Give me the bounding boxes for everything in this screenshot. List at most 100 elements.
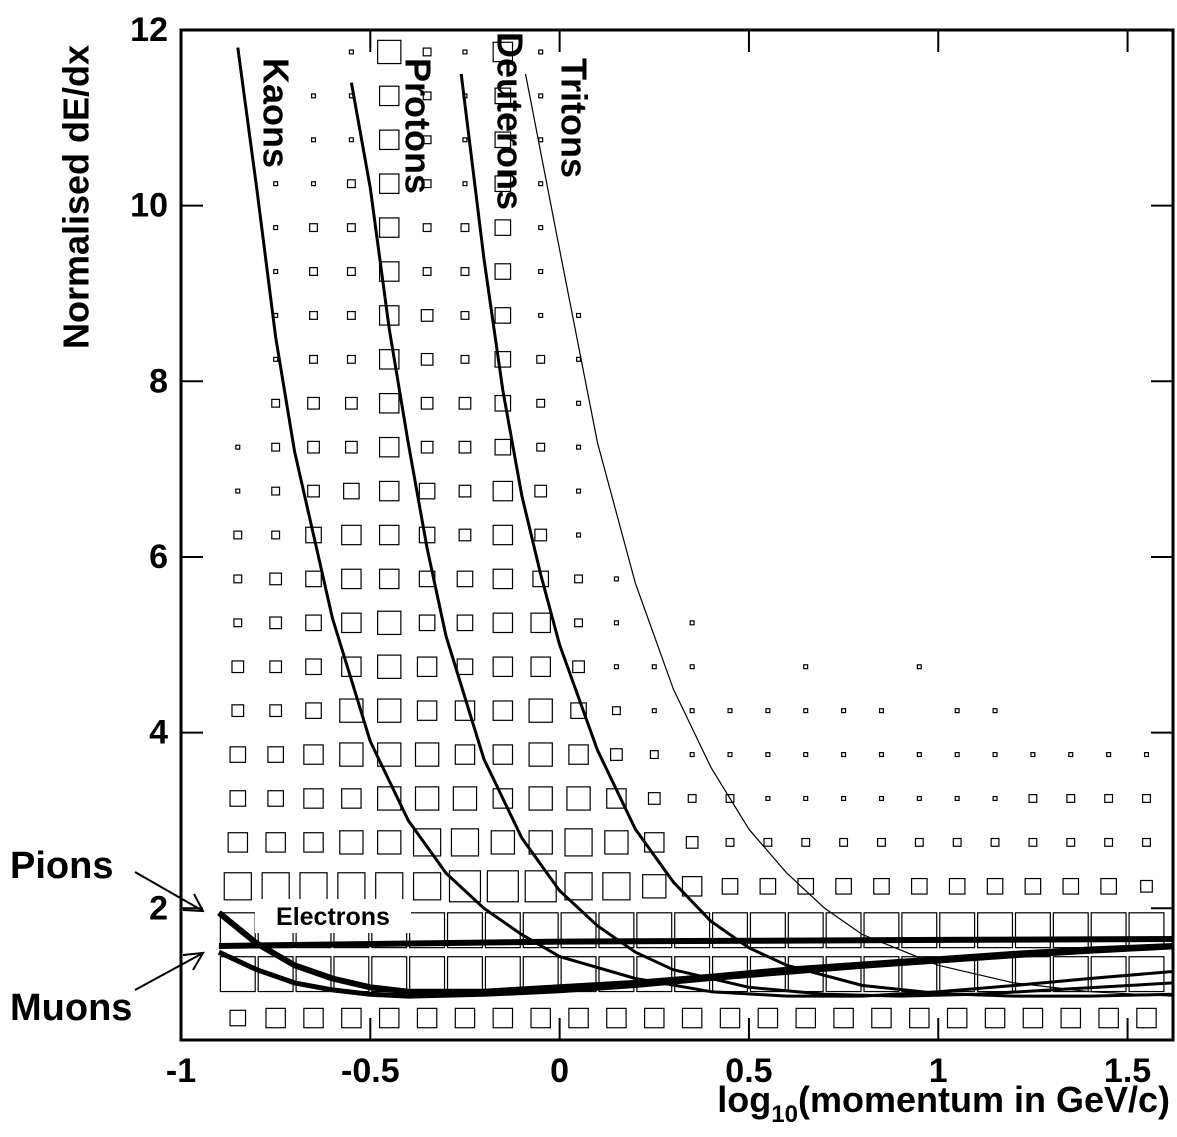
- pions-arrow: [134, 871, 204, 912]
- x-tick-label: -0.5: [341, 1052, 400, 1090]
- hist-cell: [484, 956, 521, 993]
- hist-cell: [261, 872, 290, 901]
- y-tick-label: 8: [149, 362, 168, 400]
- hist-cell: [460, 267, 470, 276]
- hist-cell: [910, 877, 928, 895]
- hist-cell: [454, 1007, 476, 1029]
- hist-cell: [420, 440, 434, 454]
- hist-cell: [375, 872, 404, 901]
- hist-cell: [412, 872, 442, 901]
- hist-cell: [235, 488, 241, 494]
- hist-cell: [649, 750, 659, 760]
- hist-cell: [303, 1007, 324, 1029]
- hist-cell: [462, 137, 468, 143]
- hist-cell: [757, 1007, 779, 1029]
- hist-cell: [414, 742, 440, 767]
- hist-cell: [337, 872, 366, 901]
- pions-arrowhead: [182, 893, 205, 913]
- hist-cell: [606, 1007, 627, 1029]
- electrons-label-box: [255, 899, 411, 933]
- hist-cell: [460, 310, 470, 320]
- hist-cell: [841, 708, 847, 714]
- curve: [217, 944, 1173, 999]
- hist-cell: [446, 956, 483, 993]
- x-tick-label: -1: [166, 1052, 196, 1090]
- hist-cell: [534, 528, 548, 542]
- hist-cell: [223, 872, 252, 901]
- hist-cell: [305, 614, 322, 632]
- hist-cell: [765, 708, 771, 714]
- hist-cell: [273, 268, 279, 275]
- hist-cell: [1142, 794, 1151, 803]
- hist-cell: [377, 654, 402, 679]
- y-tick-label: 6: [149, 538, 168, 576]
- curve: [349, 82, 1173, 998]
- hist-cell: [416, 1007, 438, 1029]
- hist-cell: [564, 872, 593, 901]
- y-tick-label: 4: [149, 714, 168, 752]
- hist-cell: [346, 179, 356, 189]
- muons-arrow: [134, 952, 204, 991]
- hist-cell: [303, 832, 324, 853]
- hist-cell: [841, 752, 847, 758]
- hist-cell: [576, 400, 582, 406]
- hist-cell: [492, 480, 514, 502]
- hist-cell: [574, 574, 584, 584]
- hist-cell: [572, 660, 585, 674]
- hist-cell: [462, 181, 468, 187]
- hist-cell: [530, 612, 551, 634]
- hist-cell: [952, 837, 962, 847]
- series-label: Kaons: [256, 58, 297, 168]
- hist-cell: [269, 704, 283, 718]
- hist-cell: [378, 524, 400, 546]
- hist-cell: [835, 877, 852, 895]
- hist-cell: [454, 744, 476, 765]
- hist-cell: [227, 832, 249, 853]
- hist-cell: [803, 752, 809, 758]
- hist-cell: [378, 568, 400, 590]
- hist-cell: [576, 312, 582, 318]
- hist-cell: [986, 877, 1004, 895]
- hist-cell: [307, 396, 320, 410]
- hist-cell: [344, 440, 358, 454]
- hist-cell: [346, 310, 356, 320]
- hist-cell: [303, 744, 324, 765]
- hist-cell: [233, 618, 243, 628]
- hist-cell: [450, 828, 480, 857]
- hist-cell: [1062, 877, 1080, 895]
- hist-cell: [339, 742, 364, 767]
- hist-cell: [346, 354, 356, 364]
- hist-cell: [644, 1007, 665, 1029]
- hist-cell: [536, 442, 546, 452]
- y-axis-title: Normalised dE/dx: [56, 45, 97, 349]
- hist-cell: [346, 223, 356, 233]
- series-label: Protons: [398, 58, 439, 194]
- hist-cell: [916, 752, 922, 758]
- hist-cell: [803, 795, 809, 802]
- hist-cell: [269, 572, 283, 586]
- hist-cell: [299, 872, 328, 901]
- hist-cell: [1104, 837, 1114, 847]
- hist-cell: [833, 1007, 854, 1029]
- curve-labels: Kaons Protons Deuterons Tritons Pions Muons El…: [10, 32, 595, 1029]
- hist-cell: [841, 795, 847, 802]
- hist-cell: [265, 1007, 286, 1029]
- hist-cell: [462, 49, 468, 55]
- hist-cell: [681, 1007, 703, 1029]
- series-label: Tritons: [554, 58, 595, 178]
- hist-cell: [422, 91, 432, 101]
- hist-cell: [422, 135, 432, 145]
- hist-cell: [992, 708, 998, 714]
- hist-cell: [647, 792, 661, 805]
- hist-cell: [492, 1007, 514, 1029]
- hist-cell: [309, 223, 318, 233]
- hist-cell: [528, 786, 553, 811]
- hist-cell: [1100, 877, 1117, 895]
- hist-cell: [492, 524, 514, 546]
- hist-cell: [422, 267, 432, 276]
- hist-cell: [341, 1007, 362, 1029]
- hist-cell: [689, 620, 695, 626]
- axes: -1 -0.5 0 0.5 1 1.5 2 4 6 8 10 12: [130, 11, 1173, 1090]
- hist-cell: [954, 752, 960, 758]
- hist-cell: [231, 704, 245, 718]
